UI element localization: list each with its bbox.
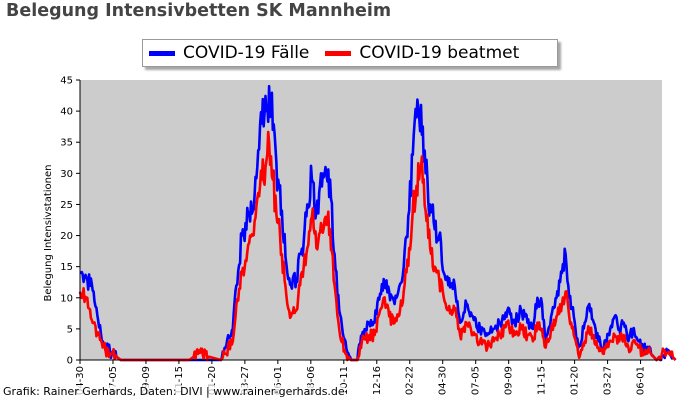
y-tick-label: 45 [60,76,73,87]
x-tick-label: 03-27 [240,366,251,395]
x-tick-label: 01-20 [207,366,218,395]
x-tick-label: 11-15 [174,366,185,395]
x-tick-label: 04-30 [438,366,449,395]
y-tick-label: 25 [60,200,73,211]
y-tick-label: 15 [60,262,73,273]
x-tick-label: 06-01 [636,366,647,395]
legend-label-beatmet: COVID-19 beatmet [359,43,520,63]
x-tick-label: 07-05 [108,366,119,395]
x-tick-label: 07-05 [471,366,482,395]
x-tick-label: 06-01 [273,366,284,395]
legend-label-faelle: COVID-19 Fälle [183,43,310,63]
x-tick-label: 09-09 [504,366,515,395]
x-tick-label: 10-11 [339,366,350,395]
x-tick-label: 09-09 [141,366,152,395]
legend-item-faelle: COVID-19 Fälle [149,43,309,63]
y-axis-label: Belegung Intensivstationen [43,164,54,301]
y-tick-label: 0 [67,356,73,367]
y-tick-label: 30 [60,169,73,180]
y-tick-label: 35 [60,138,73,149]
x-tick-label: 12-16 [372,366,383,395]
x-tick-label: 11-15 [537,366,548,395]
chart-title: Belegung Intensivbetten SK Mannheim [6,1,392,21]
legend: COVID-19 Fälle COVID-19 beatmet [142,39,558,67]
y-tick-label: 10 [60,293,73,304]
y-tick-label: 40 [60,107,73,118]
axis-layer: 0 5 10 15 20 25 30 35 40 45 04-30 07-05 09-09 11-15 01… [60,76,662,395]
legend-swatch-faelle [149,50,175,56]
plot-background [80,80,662,360]
legend-item-beatmet: COVID-19 beatmet [325,43,519,63]
x-tick-label: 02-22 [405,366,416,395]
x-tick-label: 01-20 [570,366,581,395]
y-tick-label: 5 [67,324,73,335]
legend-swatch-beatmet [325,50,352,56]
credit-text: Grafik: Rainer Gerhards, Daten: DIVI | w… [3,385,345,398]
x-tick-label: 03-27 [603,366,614,395]
y-tick-label: 20 [60,231,73,242]
x-tick-label: 08-06 [306,366,317,395]
x-tick-label: 04-30 [75,366,86,395]
